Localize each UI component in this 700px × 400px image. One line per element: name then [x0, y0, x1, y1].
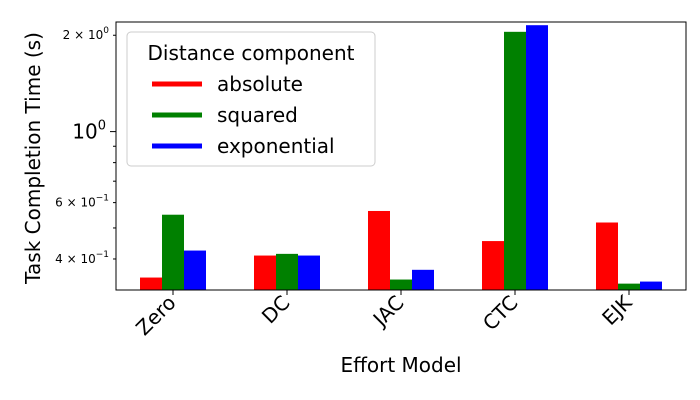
- x-tick-label-ejk: EJK: [597, 290, 637, 330]
- bar-absolute-zero: [140, 277, 162, 290]
- x-tick-label-dc: DC: [257, 291, 295, 329]
- bar-squared-jac: [390, 279, 412, 290]
- legend-label-absolute: absolute: [217, 72, 303, 96]
- bar-exponential-ejk: [640, 281, 662, 290]
- x-axis-ticks: Zero DC JAC CTC EJK: [131, 290, 637, 340]
- bar-squared-ejk: [618, 283, 640, 290]
- y-tick-label: 4 × 10−1: [55, 250, 109, 266]
- legend-label-exponential: exponential: [217, 134, 335, 158]
- bar-squared-ctc: [504, 31, 526, 291]
- bar-exponential-jac: [412, 269, 434, 290]
- x-axis-label: Effort Model: [340, 353, 461, 377]
- legend-box: [126, 31, 376, 167]
- bar-exponential-dc: [298, 255, 320, 290]
- x-tick-label-jac: JAC: [367, 291, 409, 333]
- bar-absolute-ctc: [482, 241, 504, 290]
- y-axis-ticks: 4 × 10−1 6 × 10−1 100 2 × 100: [55, 26, 116, 266]
- legend-label-squared: squared: [217, 103, 298, 127]
- y-axis-label: Task Completion Time (s): [21, 32, 45, 285]
- y-tick-label: 2 × 100: [63, 26, 110, 42]
- bar-absolute-dc: [254, 255, 276, 290]
- y-tick-label: 6 × 10−1: [55, 194, 109, 210]
- plot-frame: [115, 21, 687, 291]
- y-tick-label: 100: [72, 119, 106, 144]
- bar-exponential-ctc: [526, 25, 548, 290]
- bars-group: [140, 25, 662, 291]
- legend-title: Distance component: [148, 41, 355, 65]
- bar-absolute-ejk: [596, 222, 618, 290]
- bar-exponential-zero: [184, 250, 206, 290]
- x-tick-label-ctc: CTC: [478, 291, 523, 336]
- bar-squared-dc: [276, 253, 298, 290]
- legend-items: absolute squared exponential: [152, 72, 335, 158]
- bar-absolute-jac: [368, 210, 390, 290]
- legend: Distance component absolute squared expone…: [126, 31, 376, 167]
- bar-squared-zero: [162, 214, 184, 290]
- x-tick-label-zero: Zero: [131, 291, 181, 341]
